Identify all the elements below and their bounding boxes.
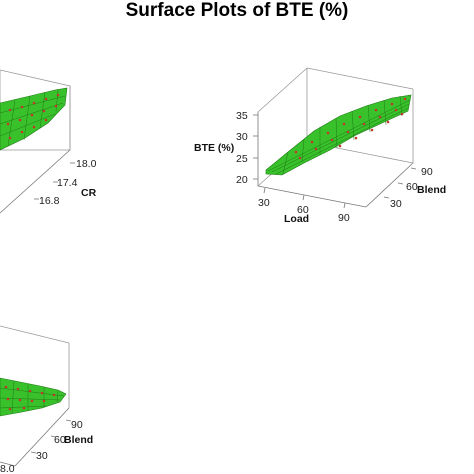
bte-tick-label: 35 [236,110,248,122]
load-ticks [263,187,346,209]
blend-tick-label-bl: 90 [71,419,83,431]
box-back-top-edge [306,67,414,90]
surface-top-left-points [6,93,60,140]
cr-tick-label: 18.0 [76,158,97,170]
cr-axis-line [0,149,71,214]
cr-tick-label: 16.8 [39,195,60,207]
bte-tick-label: 25 [236,153,248,165]
blend-axis-line [365,162,414,208]
cr-axis-label: CR [81,187,97,199]
load-axis-line [257,185,367,208]
surface-top-right-fill [265,94,412,176]
surface-plot-top-right: 35 30 25 20 BTE (%) 30 60 90 Load 30 6 [194,67,446,225]
blend-axis-label: Blend [417,184,446,196]
bte-tick-label: 20 [236,174,248,186]
surface-top-right-mesh [267,95,411,175]
bte-axis-label: BTE (%) [194,142,234,154]
blend-tick-label-bl: 60 [54,434,66,446]
surface-top-left-mesh [0,88,66,147]
load-tick-label: 90 [338,212,350,224]
blend-tick-label: 60 [406,181,418,193]
floor-front-edge-bl [0,461,16,467]
bte-tick-label: 30 [236,131,248,143]
cr-tick-label: 17.4 [57,177,78,189]
surface-bottom-left [0,377,67,417]
cr-ticks [34,162,75,200]
load-axis-label: Load [284,213,309,225]
blend-ticks [383,167,417,199]
surface-bottom-left-points [4,385,56,411]
blend-ticks-bl [30,419,72,454]
blend-tick-label: 30 [390,198,402,210]
surface-top-left [0,87,68,151]
surface-top-left-fill [0,87,68,151]
surface-bottom-left-mesh [0,380,65,414]
surface-top-right-points [294,97,407,160]
surface-plot-bottom-left: 90 60 30 Blend 8.0 [0,325,93,474]
box-back-top-edge-bl [0,325,70,344]
blend-axis-label-bl: Blend [64,434,93,446]
cropped-tick-label-bl: 8.0 [0,463,15,474]
box-left-top-edge [257,67,308,113]
surface-top-right [265,94,412,176]
blend-tick-label: 90 [421,166,433,178]
page-title: Surface Plots of BTE (%) [125,0,349,21]
surface-bottom-left-fill [0,377,67,417]
load-tick-label: 30 [258,197,270,209]
blend-axis-line-bl [14,407,70,467]
load-tick-label: 60 [297,204,309,216]
blend-tick-label-bl: 30 [36,450,48,462]
bte-ticks [253,114,258,180]
surface-plot-top-left: 18.0 17.4 16.8 CR [0,69,97,214]
